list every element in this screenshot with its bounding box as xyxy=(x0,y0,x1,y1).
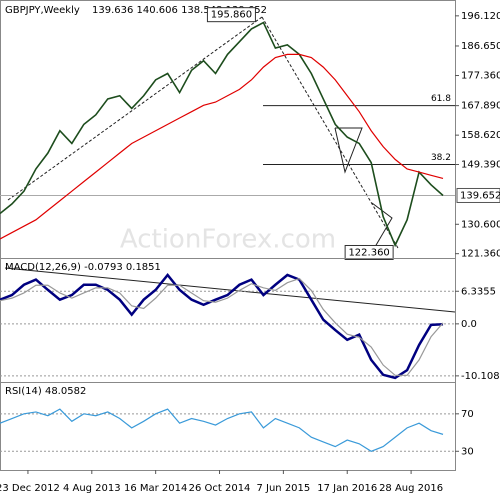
watermark: ActionForex.com xyxy=(120,225,336,255)
extreme-box xyxy=(344,244,394,260)
x-tick-label: 28 Aug 2016 xyxy=(379,483,443,494)
y-tick-label: 158.620 xyxy=(461,130,500,141)
x-tick-label: 7 Jun 2015 xyxy=(256,483,310,494)
y-tick-label: 6.3355 xyxy=(461,286,496,297)
x-tick-label: 4 Aug 2013 xyxy=(63,483,121,494)
chart-title: GBPJPY,Weekly xyxy=(5,5,80,16)
last-price-label: 139.652 xyxy=(460,190,500,201)
ohlc-values: 139.636 140.606 138.548 139.652 xyxy=(92,5,267,16)
y-tick-label: 149.390 xyxy=(461,160,500,171)
fib-label: 61.8 xyxy=(431,94,451,104)
y-tick-label: 167.890 xyxy=(461,101,500,112)
trend-line xyxy=(4,267,456,313)
series-line xyxy=(0,408,444,452)
y-tick-label: 196.120 xyxy=(461,11,500,22)
y-tick-label: 186.650 xyxy=(461,41,500,52)
series-line xyxy=(0,53,444,240)
last-price-box xyxy=(456,187,500,203)
x-tick-label: 23 Dec 2012 xyxy=(0,483,60,494)
series-line xyxy=(0,277,444,376)
panel-title: MACD(12,26,9) -0.0793 0.1851 xyxy=(5,262,161,273)
panel-frame xyxy=(0,382,456,471)
y-tick-label: 70 xyxy=(461,409,474,420)
x-tick-label: 17 Jan 2016 xyxy=(317,483,377,494)
y-tick-label: 130.600 xyxy=(461,219,500,230)
y-tick-label: 121.360 xyxy=(461,249,500,260)
y-tick-label: 30 xyxy=(461,446,474,457)
extreme-label: 122.360 xyxy=(348,247,389,258)
x-tick-label: 26 Oct 2014 xyxy=(189,483,251,494)
extreme-box xyxy=(206,7,256,23)
x-tick-label: 16 Mar 2014 xyxy=(124,483,187,494)
panel-title: RSI(14) 48.0582 xyxy=(5,386,86,397)
y-tick-label: 177.360 xyxy=(461,71,500,82)
series-line xyxy=(0,272,444,380)
y-tick-label: 0.0 xyxy=(461,319,477,330)
fib-label: 38.2 xyxy=(431,153,451,163)
extreme-label: 195.860 xyxy=(211,10,252,21)
pattern xyxy=(334,127,363,174)
series-line xyxy=(0,21,444,248)
trend-line xyxy=(7,16,263,201)
y-tick-label: -10.1082 xyxy=(461,371,500,382)
pattern xyxy=(371,202,393,253)
